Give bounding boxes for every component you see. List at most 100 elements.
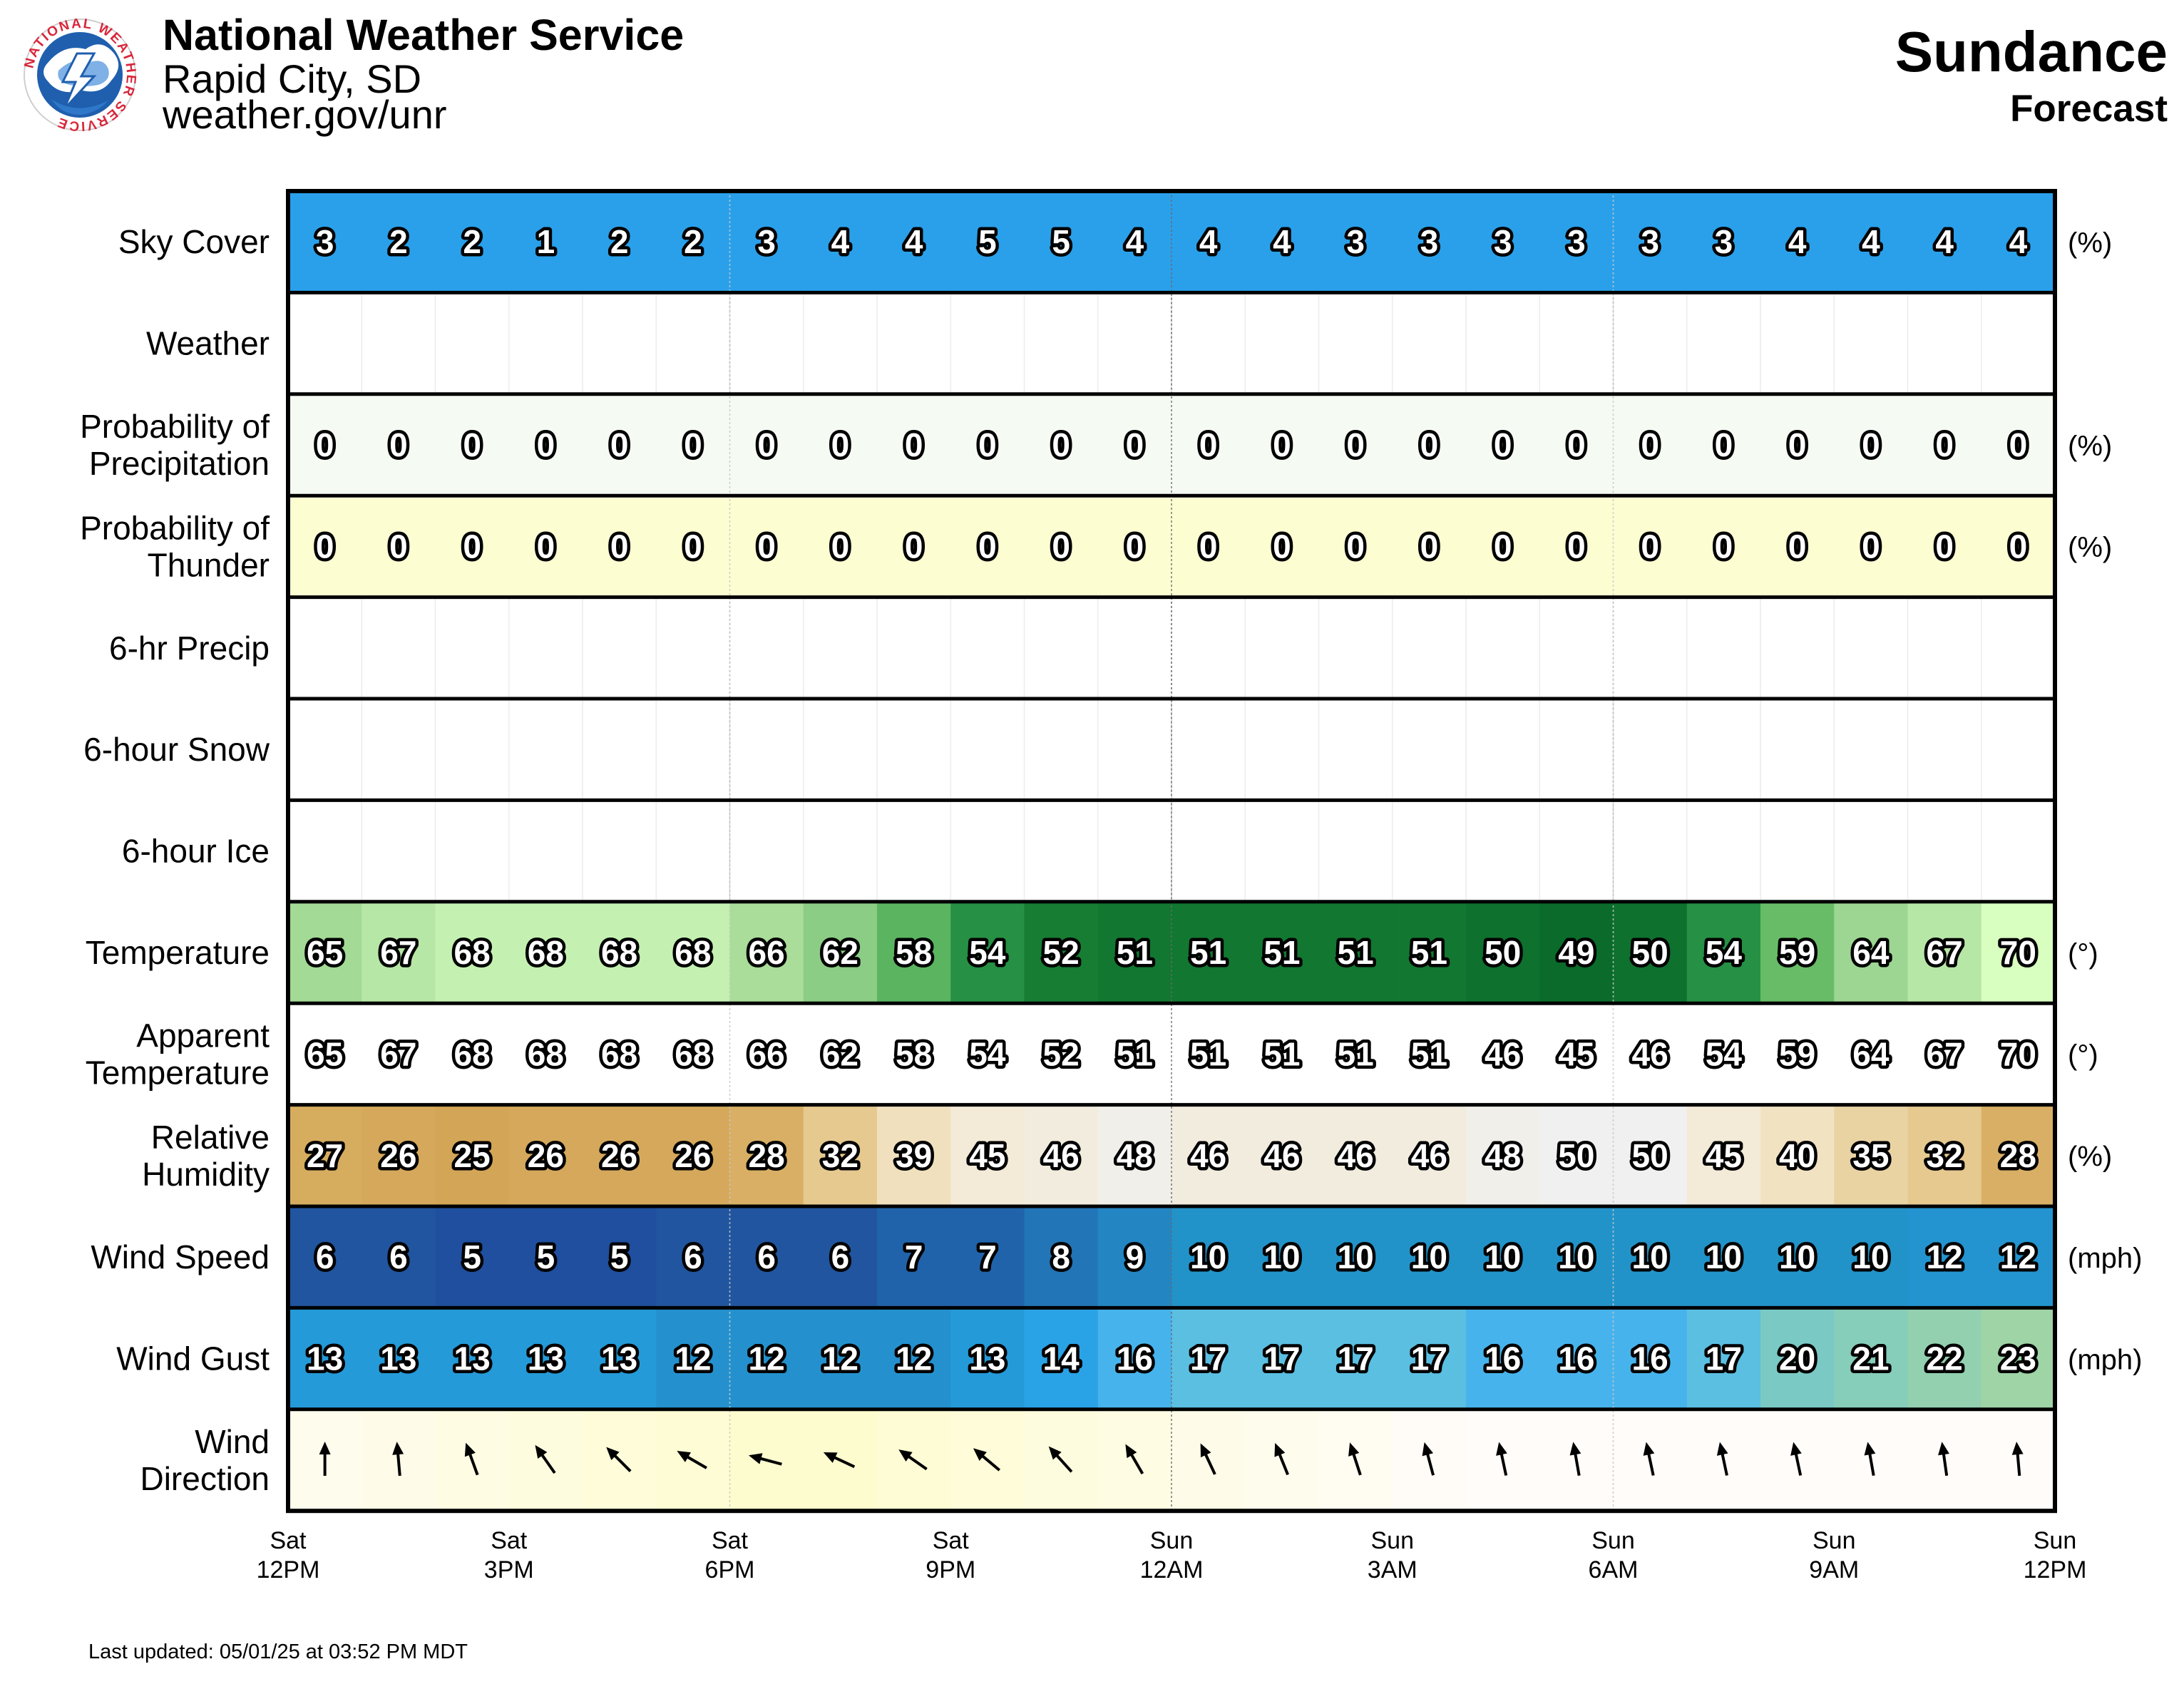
cell-wind-direction bbox=[1613, 1409, 1688, 1511]
cell-value: 51 bbox=[1263, 934, 1300, 971]
cell-sky-cover: 5 bbox=[1024, 191, 1099, 293]
cell-sky-cover: 3 bbox=[1318, 191, 1393, 293]
cell-wind-speed: 5 bbox=[508, 1206, 583, 1308]
cell-temperature: 52 bbox=[1024, 901, 1099, 1004]
cell-thunder: 0 bbox=[1318, 496, 1393, 597]
cell-wind-gust: 12 bbox=[803, 1308, 878, 1410]
row-label-temperature: Temperature bbox=[86, 934, 270, 971]
row-unit-temperature: (°) bbox=[2068, 938, 2098, 970]
cell-wind-speed: 10 bbox=[1172, 1206, 1246, 1308]
cell-temperature: 51 bbox=[1245, 901, 1320, 1004]
cell-value: 50 bbox=[1632, 934, 1668, 971]
cell-value: 54 bbox=[969, 934, 1006, 971]
cell-value: 49 bbox=[1558, 934, 1594, 971]
cell-pop: 0 bbox=[877, 394, 951, 496]
cell-wind-direction bbox=[803, 1409, 878, 1511]
cell-value: 2 bbox=[463, 223, 481, 260]
cell-temperature: 49 bbox=[1539, 901, 1614, 1004]
cell-wind-gust: 23 bbox=[1981, 1308, 2056, 1410]
wind-arrow-icon bbox=[464, 1442, 479, 1476]
cell-value: 0 bbox=[2009, 426, 2028, 463]
cell-value: 0 bbox=[1715, 528, 1733, 565]
cell-value: 0 bbox=[1199, 426, 1218, 463]
cell-wind-direction bbox=[288, 1409, 362, 1511]
cell-thunder: 0 bbox=[435, 496, 510, 597]
cell-pop: 0 bbox=[1466, 394, 1540, 496]
cell-value: 50 bbox=[1632, 1137, 1668, 1174]
cell-value: 17 bbox=[1190, 1340, 1226, 1377]
cell-sky-cover: 3 bbox=[1613, 191, 1688, 293]
cell-apparent-temperature: 52 bbox=[1024, 1003, 1099, 1105]
cell-value: 51 bbox=[1411, 934, 1447, 971]
cell-value: 0 bbox=[610, 528, 629, 565]
cell-wind-direction bbox=[1245, 1409, 1320, 1511]
cell-value: 0 bbox=[1715, 426, 1733, 463]
cell-value: 10 bbox=[1706, 1238, 1742, 1275]
cell-relative-humidity: 46 bbox=[1024, 1104, 1099, 1206]
cell-value: 68 bbox=[601, 934, 637, 971]
cell-thunder: 0 bbox=[1172, 496, 1246, 597]
cell-value: 32 bbox=[1927, 1137, 1963, 1174]
cell-value: 6 bbox=[831, 1238, 850, 1275]
cell-value: 3 bbox=[1715, 223, 1733, 260]
cell-wind-speed: 10 bbox=[1539, 1206, 1614, 1308]
cell-thunder: 0 bbox=[1245, 496, 1320, 597]
cell-pop: 0 bbox=[1834, 394, 1909, 496]
cell-value: 51 bbox=[1263, 1035, 1300, 1072]
cell-value: 0 bbox=[1862, 528, 1880, 565]
cell-wind-gust: 13 bbox=[435, 1308, 510, 1410]
cell-value: 65 bbox=[307, 1035, 343, 1072]
cell-wind-gust: 14 bbox=[1024, 1308, 1099, 1410]
cell-value: 0 bbox=[1420, 426, 1439, 463]
cell-value: 0 bbox=[684, 426, 702, 463]
wind-arrow-icon bbox=[898, 1449, 928, 1471]
location-title: Sundance bbox=[1895, 20, 2168, 83]
cell-value: 5 bbox=[537, 1238, 555, 1275]
cell-value: 66 bbox=[749, 934, 785, 971]
cell-value: 4 bbox=[1935, 223, 1954, 260]
cell-thunder: 0 bbox=[729, 496, 804, 597]
cell-value: 16 bbox=[1632, 1340, 1668, 1377]
cell-value: 52 bbox=[1043, 934, 1080, 971]
cell-value: 3 bbox=[1346, 223, 1365, 260]
wind-arrow-icon bbox=[677, 1451, 707, 1469]
cell-value: 10 bbox=[1632, 1238, 1668, 1275]
cell-value: 51 bbox=[1338, 1035, 1374, 1072]
cell-value: 6 bbox=[757, 1238, 776, 1275]
cell-pop: 0 bbox=[656, 394, 731, 496]
office-name: Rapid City, SD bbox=[163, 56, 421, 101]
cell-relative-humidity: 25 bbox=[435, 1104, 510, 1206]
cell-value: 67 bbox=[380, 934, 416, 971]
cell-value: 13 bbox=[454, 1340, 491, 1377]
cell-value: 12 bbox=[822, 1340, 858, 1377]
cell-value: 51 bbox=[1411, 1035, 1447, 1072]
cell-thunder: 0 bbox=[362, 496, 436, 597]
cell-thunder: 0 bbox=[508, 496, 583, 597]
row-unit-apparent-temperature: (°) bbox=[2068, 1039, 2098, 1071]
cell-wind-direction bbox=[1981, 1409, 2056, 1511]
cell-pop: 0 bbox=[288, 394, 362, 496]
cell-pop: 0 bbox=[1097, 394, 1172, 496]
cell-pop: 0 bbox=[1613, 394, 1688, 496]
cell-wind-speed: 7 bbox=[950, 1206, 1025, 1308]
row-label-relative-humidity: Relative Humidity bbox=[142, 1119, 270, 1193]
cell-value: 68 bbox=[528, 934, 564, 971]
wind-arrow-icon bbox=[1864, 1442, 1876, 1477]
cell-value: 0 bbox=[316, 528, 334, 565]
cell-value: 0 bbox=[463, 426, 481, 463]
time-tick-label: Sun 9AM bbox=[1809, 1527, 1859, 1583]
cell-wind-gust: 12 bbox=[729, 1308, 804, 1410]
cell-relative-humidity: 28 bbox=[729, 1104, 804, 1206]
cell-relative-humidity: 46 bbox=[1318, 1104, 1393, 1206]
cell-wind-gust: 17 bbox=[1392, 1308, 1467, 1410]
cell-value: 13 bbox=[601, 1340, 637, 1377]
cell-value: 9 bbox=[1126, 1238, 1144, 1275]
cell-wind-direction bbox=[362, 1409, 436, 1511]
time-tick-label: Sun 12PM bbox=[2024, 1527, 2087, 1583]
cell-pop: 0 bbox=[1760, 394, 1835, 496]
cell-wind-gust: 17 bbox=[1686, 1308, 1761, 1410]
cell-value: 1 bbox=[537, 223, 555, 260]
cell-value: 2 bbox=[684, 223, 702, 260]
cell-wind-speed: 10 bbox=[1834, 1206, 1909, 1308]
cell-value: 58 bbox=[896, 934, 932, 971]
